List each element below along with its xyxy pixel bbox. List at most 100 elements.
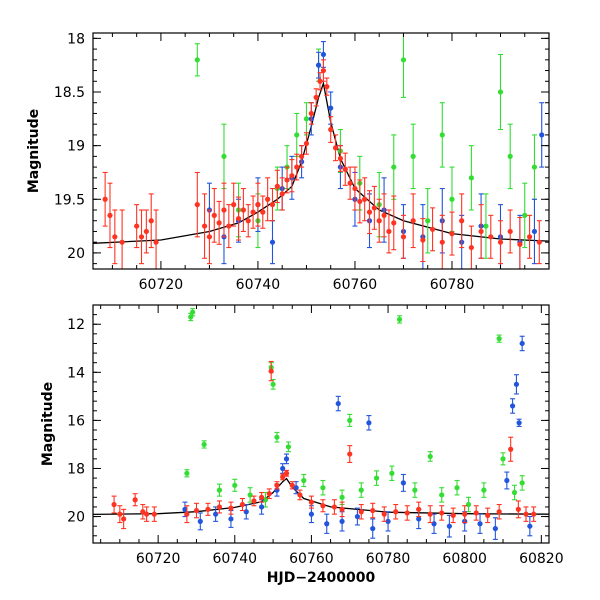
bottom-red-point: [121, 516, 127, 522]
bottom-x-tick-label: 60760: [289, 551, 334, 567]
bottom-red-point: [259, 494, 265, 500]
bottom-green-point: [247, 492, 253, 498]
top-red-point: [240, 207, 246, 213]
top-panel: 60720 60740 60760 60780 18 18.5 19 19.5 20 Magni…: [26, 31, 550, 293]
top-red-point: [376, 218, 382, 224]
bottom-blue-point: [477, 521, 483, 527]
bottom-x-tick-label: 60800: [442, 551, 487, 567]
bottom-red-point: [416, 506, 422, 512]
top-red-point: [347, 180, 353, 186]
bottom-green-point: [339, 494, 345, 500]
bottom-red-point: [251, 498, 257, 504]
top-red-point: [153, 239, 159, 245]
bottom-y-tick-label: 20: [67, 510, 85, 526]
bottom-blue-point: [335, 400, 341, 407]
bottom-green-point: [301, 477, 307, 484]
top-red-point: [449, 231, 455, 237]
top-red-point: [352, 185, 358, 192]
top-red-point: [143, 228, 149, 235]
top-red-point: [206, 234, 213, 240]
top-red-point: [391, 220, 397, 226]
top-y-tick-label: 18.5: [54, 85, 85, 101]
bottom-green-point: [465, 501, 472, 508]
bottom-green-point: [358, 487, 364, 493]
bottom-red-point: [239, 501, 246, 508]
top-green-point: [391, 164, 397, 170]
top-red-point: [226, 223, 232, 229]
bottom-blue-point: [283, 456, 290, 462]
top-y-tick-label: 20: [67, 246, 85, 262]
bottom-red-point: [404, 510, 410, 516]
top-x-tick-label: 60760: [333, 277, 378, 293]
top-red-point: [366, 209, 373, 215]
top-red-point: [317, 78, 323, 84]
top-red-point: [536, 239, 542, 245]
bottom-red-point: [531, 511, 537, 517]
bottom-red-point: [297, 492, 303, 498]
bottom-green-point: [396, 316, 403, 323]
top-red-point: [400, 234, 407, 240]
top-ticks: 60720 60740 60760 60780 18 18.5 19 19.5 20: [54, 31, 549, 293]
top-red-point: [324, 84, 330, 90]
bottom-green-point: [373, 475, 380, 481]
bottom-blue-point: [385, 518, 391, 524]
top-red-point: [211, 212, 217, 218]
bottom-blue-point: [416, 516, 422, 522]
bottom-red-point: [496, 509, 502, 515]
bottom-red-point: [523, 511, 529, 517]
top-green-point: [439, 132, 445, 138]
bottom-red-point: [347, 451, 353, 457]
bottom-blue-point: [213, 511, 219, 517]
bottom-blue-point: [513, 381, 520, 387]
bottom-red-point: [358, 509, 364, 515]
bottom-red-point: [370, 507, 376, 514]
top-red-point: [138, 234, 145, 240]
bottom-blue-point: [366, 420, 372, 426]
top-red-point: [420, 237, 426, 243]
bottom-blue-point: [280, 465, 286, 472]
bottom-blue-point: [516, 420, 522, 426]
top-red-point: [221, 207, 227, 213]
bottom-red-point: [381, 511, 387, 517]
bottom-green-point: [232, 482, 238, 488]
top-red-point: [250, 209, 256, 215]
top-red-point: [362, 196, 368, 202]
bottom-red-point: [274, 482, 280, 488]
bottom-x-tick-label: 60820: [519, 551, 564, 567]
bottom-x-axis-label: HJD−2400000: [267, 570, 376, 586]
top-red-point: [298, 153, 305, 159]
bottom-blue-point: [509, 403, 516, 409]
bottom-green-point: [184, 470, 190, 476]
bottom-red-point: [193, 507, 200, 514]
bottom-green-point: [320, 485, 326, 491]
bottom-red-point: [111, 501, 117, 508]
top-red-point: [119, 239, 125, 245]
top-green-point: [468, 175, 474, 181]
top-blue-point: [531, 228, 538, 235]
top-red-point: [201, 223, 208, 229]
top-green-point: [531, 164, 538, 170]
top-red-point: [107, 212, 113, 218]
bottom-green-point: [285, 444, 292, 450]
top-red-point: [289, 173, 295, 179]
top-x-tick-label: 60720: [139, 277, 184, 293]
top-green-point: [400, 57, 407, 63]
bottom-red-point: [439, 510, 445, 516]
top-red-point: [517, 241, 523, 247]
bottom-red-point: [117, 511, 123, 517]
bottom-green-point: [201, 441, 207, 448]
top-red-point: [488, 234, 494, 240]
bottom-red-point: [393, 509, 399, 515]
top-green-point: [449, 196, 455, 202]
top-red-point: [381, 212, 387, 218]
bottom-green-point: [347, 417, 353, 423]
top-blue-point: [269, 239, 276, 245]
bottom-blue-point: [370, 525, 376, 532]
top-blue-point: [328, 105, 334, 111]
bottom-red-point: [184, 511, 190, 517]
bottom-red-point: [228, 505, 234, 511]
top-red-point: [439, 239, 445, 245]
top-red-point: [320, 67, 327, 74]
bottom-red-point: [485, 512, 491, 518]
bottom-red-point: [473, 510, 479, 516]
